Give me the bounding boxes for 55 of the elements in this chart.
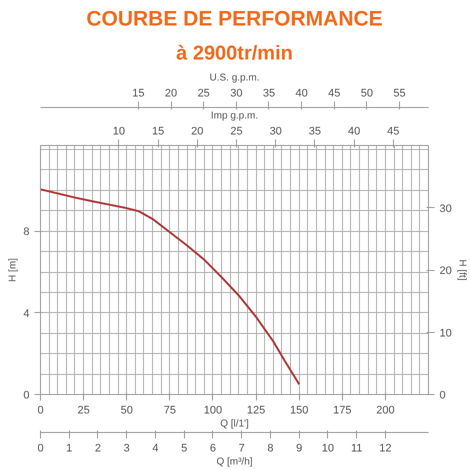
x-tick-label: 200 bbox=[376, 404, 395, 416]
y-tick-label: 8 bbox=[23, 226, 30, 238]
y2-tick-label: 10 bbox=[440, 327, 452, 340]
y-axis-title: H [m] bbox=[7, 258, 18, 282]
y-tick-label: 4 bbox=[23, 308, 30, 320]
x-tick-label: 175 bbox=[333, 404, 352, 416]
text: 55 bbox=[393, 88, 406, 100]
x-tick-label: 75 bbox=[164, 404, 176, 416]
text: 20 bbox=[164, 88, 178, 100]
text: 45 bbox=[387, 126, 400, 138]
text: 50 bbox=[360, 88, 374, 100]
x-tick-label: 25 bbox=[77, 404, 90, 416]
text: 20 bbox=[191, 126, 204, 138]
text: 35 bbox=[262, 88, 276, 100]
text: 35 bbox=[308, 126, 322, 138]
text: 40 bbox=[348, 126, 360, 138]
text: 45 bbox=[328, 88, 340, 100]
x2-tick-label: 2 bbox=[94, 442, 102, 454]
x2-tick-label: 5 bbox=[181, 442, 188, 454]
y-tick-label: 0 bbox=[23, 390, 30, 402]
x2-tick-label: 1 bbox=[66, 442, 72, 454]
text: Imp g.p.m. bbox=[210, 110, 258, 122]
x-tick-label: 150 bbox=[290, 404, 308, 416]
text: 25 bbox=[198, 88, 210, 100]
x2-axis-title: Q [m³/h] bbox=[216, 456, 253, 468]
x-axis-title: Q [l/1'] bbox=[220, 418, 250, 430]
text: 30 bbox=[230, 88, 242, 100]
text: 15 bbox=[152, 126, 164, 138]
line-series bbox=[40, 188, 300, 386]
x-tick-label: 100 bbox=[204, 404, 222, 416]
text: 15 bbox=[132, 88, 145, 100]
x2-tick-label: 7 bbox=[238, 442, 245, 454]
text: 40 bbox=[295, 88, 308, 100]
x-tick-label: 50 bbox=[120, 404, 133, 416]
x2-tick-label: 10 bbox=[322, 442, 334, 454]
y2-tick-label: 30 bbox=[440, 202, 452, 215]
x2-tick-label: 6 bbox=[210, 442, 216, 454]
x2-tick-label: 4 bbox=[152, 442, 159, 454]
x2-tick-label: 9 bbox=[296, 442, 302, 454]
text: U.S. g.p.m. bbox=[209, 72, 260, 84]
x-tick-label: 125 bbox=[246, 404, 266, 416]
x2-tick-label: 8 bbox=[267, 442, 274, 454]
y2-tick-label: 0 bbox=[440, 390, 446, 402]
text: 25 bbox=[230, 126, 243, 138]
x2-tick-label: 12 bbox=[379, 442, 392, 454]
y2-axis-title: H [ft] bbox=[456, 259, 468, 281]
y2-tick-label: 20 bbox=[440, 265, 452, 277]
text: 30 bbox=[270, 126, 282, 138]
text: 10 bbox=[112, 126, 126, 138]
x-tick-label: 0 bbox=[37, 404, 44, 416]
x2-tick-label: 11 bbox=[350, 442, 362, 454]
x2-tick-label: 3 bbox=[124, 442, 130, 454]
chart-title: COURBE DE PERFORMANCE bbox=[86, 8, 383, 30]
x2-tick-label: 0 bbox=[37, 442, 44, 454]
chart-subtitle: à 2900tr/min bbox=[176, 42, 293, 64]
